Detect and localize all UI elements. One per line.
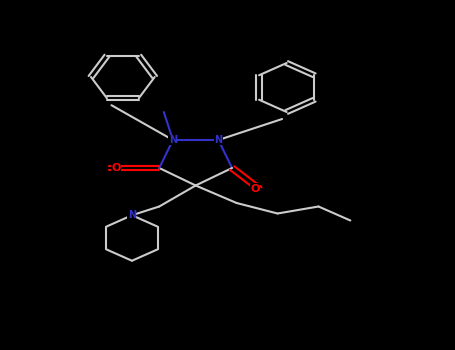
Text: N: N	[214, 135, 222, 145]
Text: N: N	[128, 210, 136, 220]
Text: O: O	[250, 184, 259, 194]
Text: N: N	[169, 135, 177, 145]
Text: O: O	[111, 163, 121, 173]
